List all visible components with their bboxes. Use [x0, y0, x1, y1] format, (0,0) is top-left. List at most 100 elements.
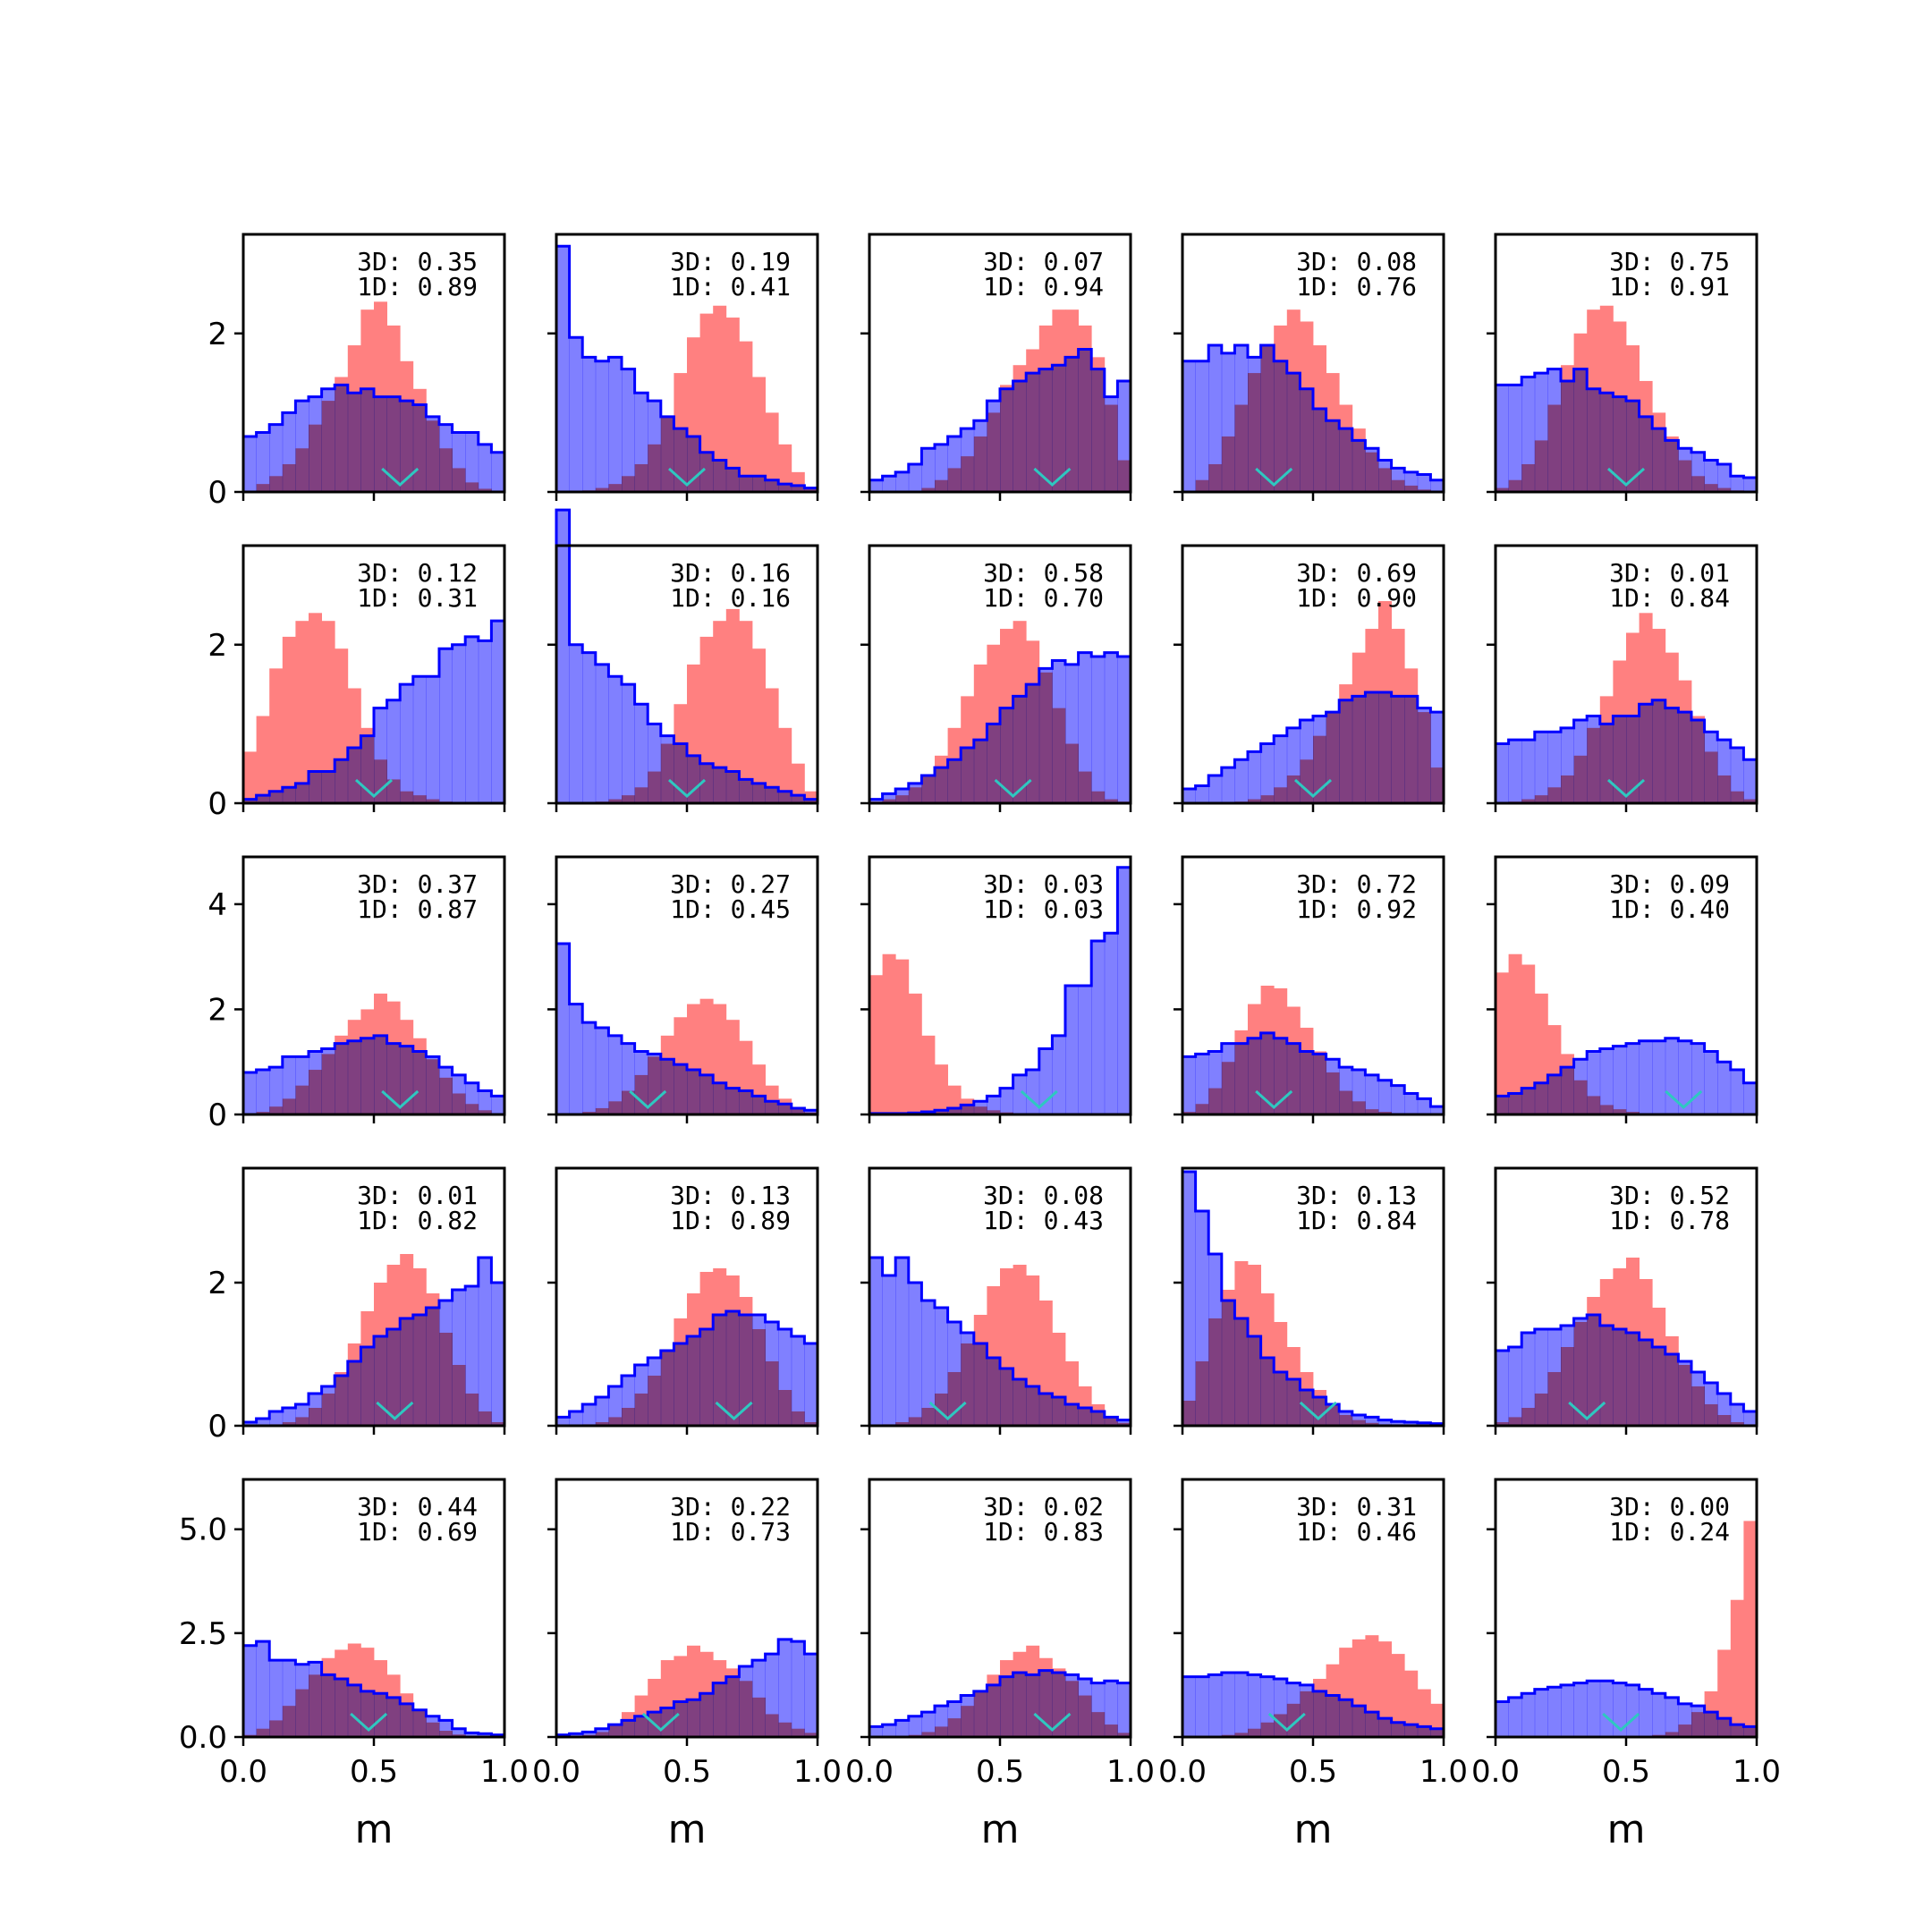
blue-bar — [739, 1090, 753, 1114]
y-tick-label: 2 — [208, 628, 227, 664]
blue-bar — [269, 1660, 284, 1737]
blue-bar — [895, 471, 910, 492]
blue-bar — [426, 1308, 440, 1426]
red-bar — [295, 621, 309, 803]
blue-bar — [256, 432, 270, 492]
blue-bar — [1313, 716, 1326, 803]
blue-bar — [1339, 1699, 1353, 1737]
blue-bar — [282, 787, 296, 803]
red-bar — [739, 341, 753, 492]
red-bar — [725, 318, 740, 492]
blue-bar — [1547, 1687, 1562, 1737]
blue-bar — [1091, 1411, 1106, 1426]
blue-bar — [1534, 1689, 1548, 1737]
blue-bar — [426, 676, 440, 803]
blue-bar — [1339, 1067, 1353, 1114]
blue-bar — [1430, 1728, 1445, 1737]
blue-bar — [1286, 1043, 1301, 1114]
x-axis-label: m — [1607, 1807, 1646, 1852]
blue-bar — [1248, 1336, 1261, 1426]
blue-bar — [556, 943, 570, 1114]
blue-bar — [1052, 1397, 1066, 1426]
blue-bar — [1378, 1718, 1392, 1737]
red-bar — [869, 975, 883, 1114]
blue-bar — [1065, 1404, 1079, 1426]
blue-bar — [1000, 1088, 1013, 1114]
red-bar — [321, 621, 335, 803]
y-tick-label: 0 — [208, 1097, 227, 1133]
blue-bar — [335, 1043, 349, 1114]
blue-bar — [1339, 1411, 1353, 1426]
blue-bar — [961, 1695, 975, 1737]
red-bar — [752, 377, 766, 492]
mean-marker-icon — [641, 1712, 680, 1733]
blue-bar — [282, 1408, 296, 1426]
mean-marker-icon — [350, 1712, 388, 1733]
blue-bar — [1000, 708, 1013, 803]
x-tick-label: 0.0 — [219, 1754, 267, 1790]
blue-bar — [1639, 704, 1653, 803]
blue-bar — [1391, 1085, 1405, 1114]
blue-step-line — [1181, 343, 1445, 492]
blue-bar — [778, 484, 792, 492]
blue-bar — [1665, 440, 1679, 492]
blue-bar — [1221, 767, 1235, 803]
blue-bar — [1665, 1354, 1679, 1426]
x-tick-label: 1.0 — [1419, 1754, 1468, 1790]
blue-bar — [713, 460, 727, 492]
blue-bar — [752, 476, 766, 492]
blue-bar — [1561, 727, 1574, 803]
blue-bar — [452, 1728, 466, 1737]
blue-bar — [1208, 1254, 1223, 1426]
blue-bar — [752, 1096, 766, 1114]
blue-bar — [256, 795, 270, 803]
red-bar — [1717, 1649, 1732, 1737]
blue-bar — [1000, 1676, 1013, 1737]
blue-bar — [908, 1283, 922, 1426]
blue-bar — [622, 1720, 635, 1737]
blue-bar — [1613, 716, 1627, 803]
blue-bar — [295, 1404, 309, 1426]
y-tick-label: 2 — [208, 992, 227, 1028]
y-tick-label: 4 — [208, 887, 227, 923]
annotation-1d: 1D: 0.45 — [670, 894, 791, 924]
mean-marker-icon — [381, 467, 419, 487]
blue-bar — [465, 636, 479, 803]
blue-bar — [1365, 1417, 1379, 1426]
blue-step-line — [868, 1669, 1132, 1737]
blue-bar — [269, 791, 284, 803]
blue-bar — [1730, 1404, 1744, 1426]
blue-bar — [465, 1082, 479, 1114]
blue-bar — [1561, 1067, 1574, 1114]
blue-bar — [1599, 1048, 1614, 1114]
blue-bar — [412, 404, 427, 492]
blue-bar — [765, 787, 779, 803]
blue-bar — [687, 1699, 700, 1737]
blue-bar — [1587, 1051, 1601, 1114]
annotation-3d: 3D: 0.13 — [670, 1181, 791, 1210]
blue-bar — [1430, 479, 1445, 492]
blue-bar — [947, 436, 962, 492]
annotation-3d: 3D: 0.01 — [357, 1181, 478, 1210]
blue-bar — [1038, 369, 1053, 492]
blue-bar — [243, 1645, 257, 1737]
blue-bar — [465, 1286, 479, 1426]
annotation-1d: 1D: 0.84 — [1296, 1206, 1417, 1235]
blue-bar — [869, 479, 883, 492]
annotation-1d: 1D: 0.46 — [1296, 1517, 1417, 1546]
blue-bar — [804, 1654, 818, 1737]
blue-bar — [1352, 1706, 1366, 1737]
blue-bar — [1613, 1046, 1627, 1114]
blue-bar — [347, 747, 361, 803]
blue-bar — [439, 1720, 453, 1737]
blue-bar — [1534, 373, 1548, 492]
y-tick-label: 5.0 — [179, 1513, 227, 1548]
blue-bar — [973, 1343, 987, 1426]
blue-bar — [1691, 719, 1705, 803]
blue-bar — [309, 1394, 322, 1426]
blue-bar — [1587, 716, 1601, 803]
